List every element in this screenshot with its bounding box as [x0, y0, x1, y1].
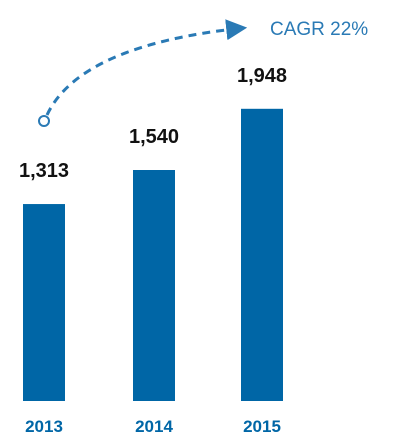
value-label-2013: 1,313: [19, 160, 69, 182]
cagr-start-marker: [38, 115, 50, 127]
x-axis-ticks: 2013 2014 2015: [25, 417, 281, 436]
bar-2015: [241, 108, 283, 402]
bar-2013: [23, 204, 65, 401]
value-label-2015: 1,948: [237, 65, 287, 87]
cagr-arrow: [45, 19, 248, 116]
x-tick-2013: 2013: [25, 417, 63, 436]
bars-group: [23, 108, 283, 402]
bar-2014: [133, 170, 175, 401]
x-tick-2014: 2014: [135, 417, 173, 436]
value-labels-group: 1,313 1,540 1,948: [19, 65, 287, 182]
cagr-label: CAGR 22%: [270, 19, 368, 40]
value-label-2014: 1,540: [129, 126, 179, 148]
cagr-annotation: CAGR 22%: [38, 19, 368, 127]
x-tick-2015: 2015: [243, 417, 281, 436]
